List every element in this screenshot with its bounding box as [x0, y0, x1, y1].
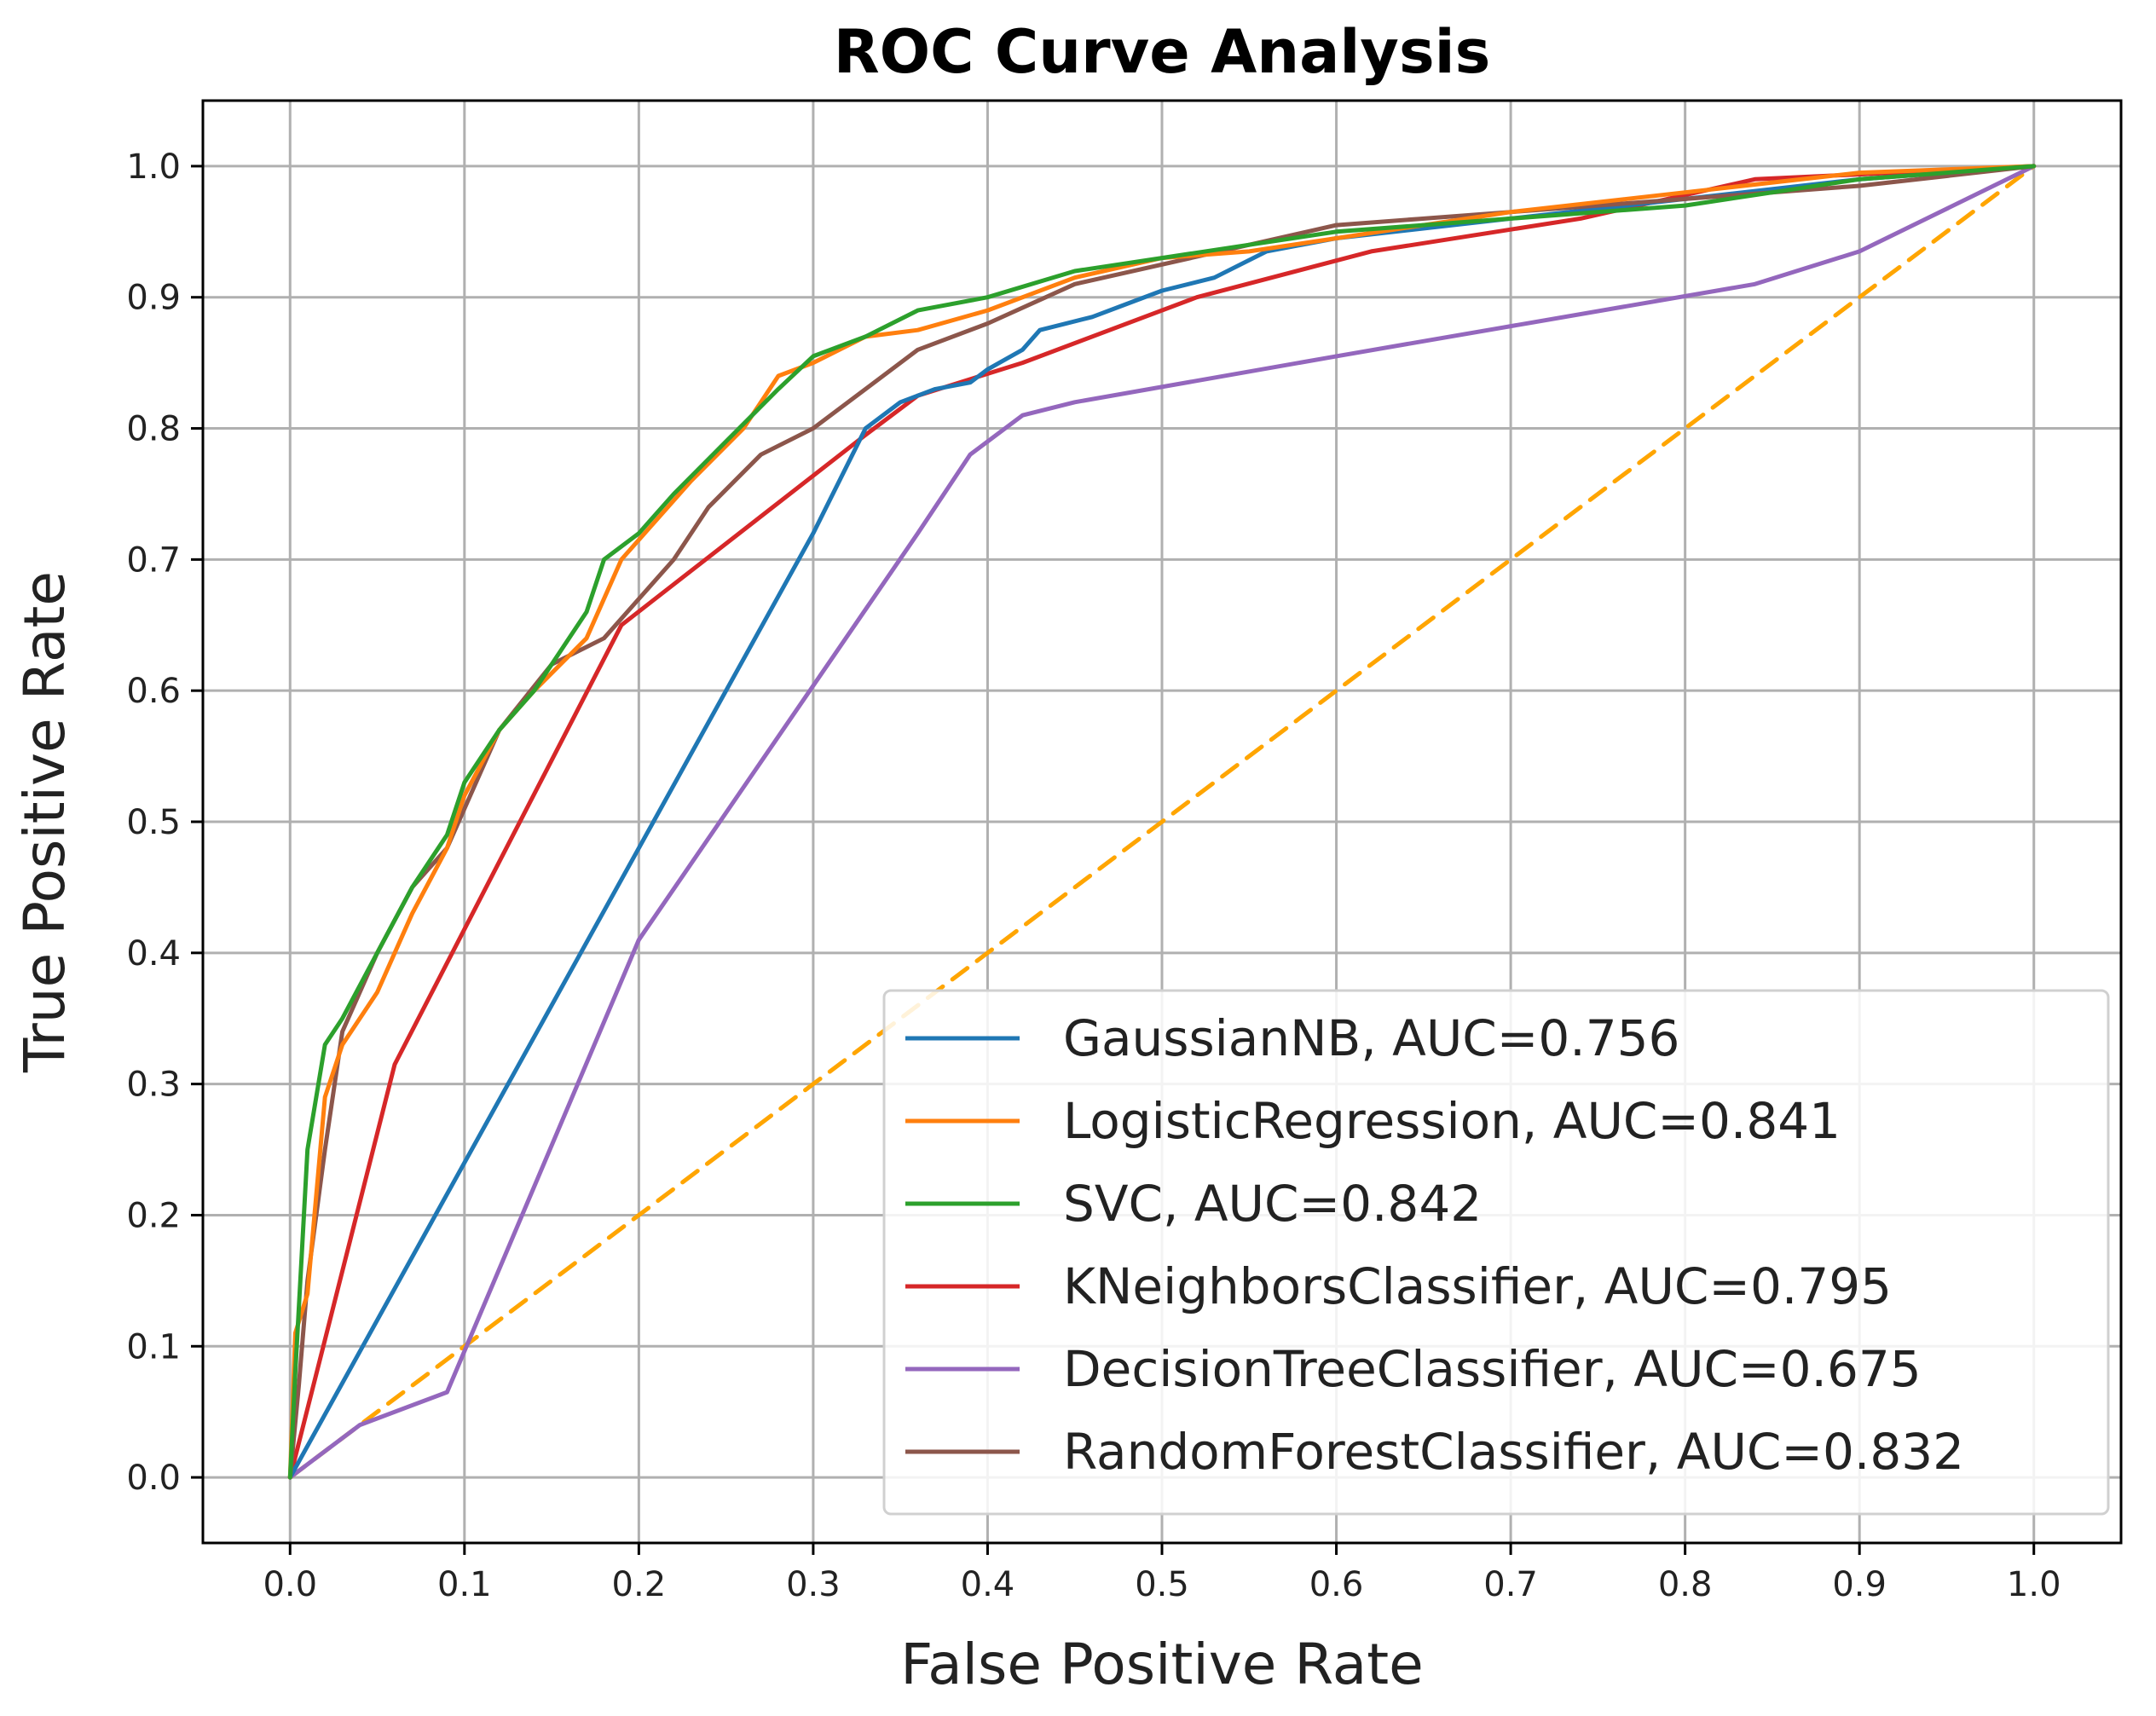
- series-lines: [287, 164, 2037, 1480]
- x-tick-label: 0.3: [786, 1565, 841, 1604]
- series-line-svc: [287, 164, 2037, 1480]
- legend: GaussianNB, AUC=0.756 LogisticRegression,…: [882, 989, 2110, 1516]
- legend-label: GaussianNB, AUC=0.756: [1063, 1009, 1679, 1067]
- series-line-chance: [287, 164, 2037, 1480]
- legend-label: KNeighborsClassifier, AUC=0.795: [1063, 1257, 1892, 1315]
- chart-title: ROC Curve Analysis: [834, 17, 1491, 87]
- x-tick-label: 0.8: [1658, 1565, 1713, 1604]
- x-axis-label: False Positive Rate: [900, 1632, 1423, 1697]
- legend-box: [882, 989, 2110, 1516]
- x-tick-label: 1.0: [2007, 1565, 2061, 1604]
- x-tick-label: 0.5: [1135, 1565, 1189, 1604]
- y-tick-label: 0.1: [126, 1327, 181, 1366]
- legend-label: SVC, AUC=0.842: [1063, 1175, 1482, 1233]
- y-tick-label: 0.3: [126, 1066, 181, 1105]
- x-tick-label: 0.6: [1309, 1565, 1364, 1604]
- series-line-randomforestclassifier: [287, 164, 2037, 1480]
- y-axis-label: True Positive Rate: [12, 571, 78, 1073]
- legend-label: RandomForestClassifier, AUC=0.832: [1063, 1423, 1964, 1481]
- x-tick-label: 0.4: [961, 1565, 1015, 1604]
- axis-ticks: 0.0 0.1 0.2 0.3 0.4 0.5 0.6 0.7 0.8 0.9 1.0 0.0 0.1 0…: [126, 147, 2061, 1604]
- y-tick-label: 1.0: [126, 147, 181, 187]
- series-line-gaussiannb: [287, 164, 2037, 1480]
- series-line-decisiontreeclassifier: [287, 164, 2037, 1480]
- y-tick-label: 0.5: [126, 803, 181, 842]
- y-tick-label: 0.6: [126, 672, 181, 711]
- y-tick-label: 0.7: [126, 540, 181, 580]
- y-tick-label: 0.4: [126, 934, 181, 974]
- y-tick-label: 0.9: [126, 279, 181, 318]
- y-tick-label: 0.8: [126, 410, 181, 449]
- legend-label: LogisticRegression, AUC=0.841: [1063, 1092, 1841, 1150]
- y-tick-label: 0.2: [126, 1196, 181, 1235]
- x-tick-label: 0.1: [437, 1565, 492, 1604]
- y-tick-label: 0.0: [126, 1459, 181, 1498]
- x-tick-label: 0.2: [612, 1565, 667, 1604]
- x-tick-label: 0.7: [1483, 1565, 1538, 1604]
- legend-label: DecisionTreeClassifier, AUC=0.675: [1063, 1340, 1922, 1398]
- x-tick-label: 0.9: [1832, 1565, 1887, 1604]
- x-tick-label: 0.0: [263, 1565, 317, 1604]
- series-line-logisticregression: [287, 164, 2037, 1480]
